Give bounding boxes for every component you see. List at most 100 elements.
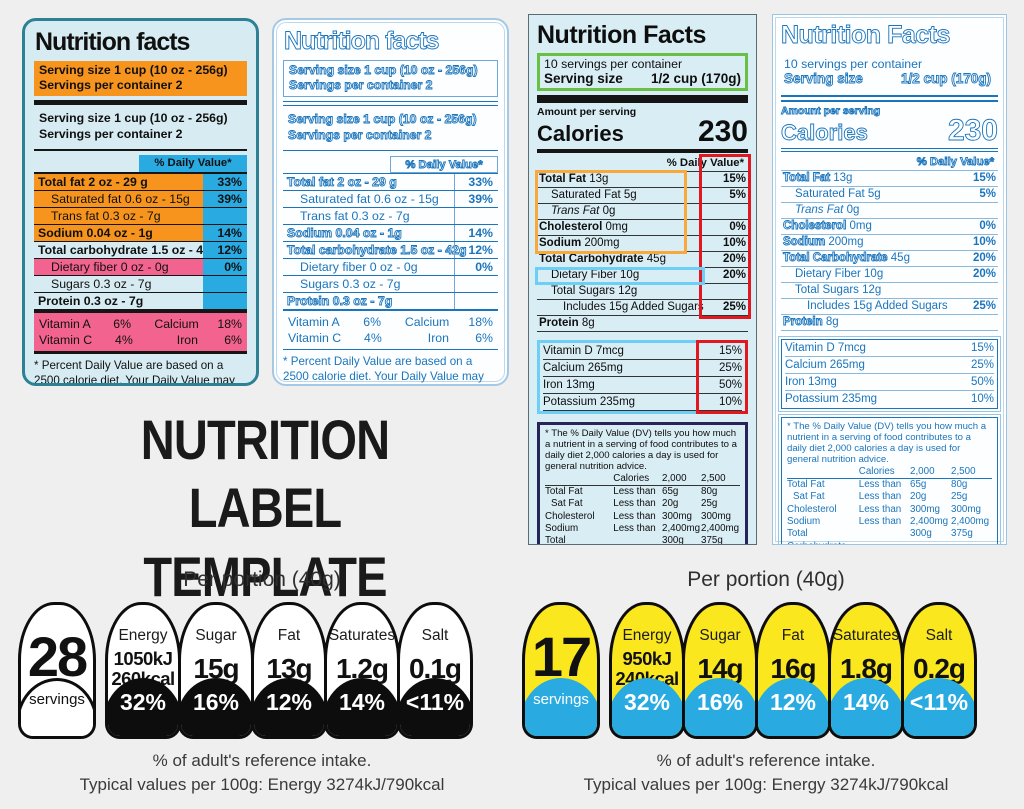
serving-box-highlight: Serving size 1 cup (10 oz - 256g) Servin… bbox=[283, 59, 498, 98]
table-row: Saturated fat 0.6 oz - 15g 39% bbox=[34, 191, 247, 209]
table-row: Vitamin D 7mcg 15% bbox=[543, 343, 742, 360]
daily-value-header-row: % Daily Value* bbox=[283, 156, 498, 174]
gda-strip-bw: Per portion (40g) 28 servings Energy 105… bbox=[18, 568, 506, 797]
vitamins-block: Vitamin A 6% Calcium 18% Vitamin C 4% Iron 6… bbox=[34, 310, 247, 355]
gda-title: Per portion (40g) bbox=[183, 568, 341, 591]
divider-bar bbox=[34, 100, 247, 106]
pct-lens: 14% bbox=[831, 678, 901, 736]
servings-lens: servings bbox=[21, 678, 93, 736]
table-row: Calcium 265mg 25% bbox=[543, 360, 742, 377]
table-row: Saturated Fat 5g 5% bbox=[781, 187, 998, 203]
table-row: Saturated Fat 5g 5% bbox=[537, 188, 748, 204]
table-row: Sat Fat Less than 20g 25g bbox=[551, 498, 718, 510]
table-row: Total Fat 13g 15% bbox=[781, 171, 998, 187]
amount-per-serving: Amount per serving bbox=[781, 105, 881, 118]
pct-lens: 14% bbox=[327, 678, 397, 736]
vitamin-row: Vitamin A 6% Calcium 18% bbox=[39, 317, 242, 332]
servings-per-container-line: Servings per container 2 bbox=[39, 78, 183, 93]
table-row: Trans Fat 0g bbox=[781, 203, 998, 219]
nutrition-label-fda-color: Nutrition Facts 10 servings per containe… bbox=[528, 14, 757, 545]
gda-pill-servings: 17 servings bbox=[522, 602, 600, 739]
table-row: Protein 0.3 oz - 7g bbox=[283, 293, 498, 311]
serving-info-box: 10 servings per container Serving size 1/… bbox=[784, 57, 992, 86]
calories-row: Calories 230 bbox=[781, 114, 999, 147]
table-row: Total Fat Less than 65g 80g bbox=[545, 486, 718, 498]
daily-value-header: % Daily Value* bbox=[781, 154, 998, 171]
footnote-box: * The % Daily Value (DV) tells you how m… bbox=[537, 421, 748, 545]
footnote: * Percent Daily Value are based on a 250… bbox=[283, 355, 484, 384]
nutrient-rows: Total fat 2 oz - 29 g 33% Saturated fat 0… bbox=[34, 172, 247, 311]
serving-box-highlight: Serving size 1 cup (10 oz - 256g) Servin… bbox=[34, 60, 247, 97]
heading-line-2: TEMPLATE bbox=[143, 544, 387, 608]
gda-pill-servings: 28 servings bbox=[18, 602, 96, 739]
table-row: Protein 8g bbox=[781, 315, 998, 331]
pct-lens: 16% bbox=[685, 678, 755, 736]
table-row: Trans Fat 0g bbox=[537, 204, 748, 220]
table-row: Vitamin D 7mcg 15% bbox=[785, 340, 994, 357]
gda-pill-energy: Energy 1050kJ260kcal 32% bbox=[105, 602, 181, 739]
pct-lens: 32% bbox=[108, 678, 178, 736]
gda-pill-saturates: Saturates 1.8g 14% bbox=[828, 602, 904, 739]
nutrient-rows: Total fat 2 oz - 29 g 33% Saturated fat 0… bbox=[283, 173, 498, 311]
pct-lens: <11% bbox=[904, 678, 974, 736]
divider-bar bbox=[537, 95, 748, 103]
serving-size-line: Serving size 1 cup (10 oz - 256g) bbox=[39, 62, 228, 77]
divider-bar bbox=[283, 150, 498, 152]
vitamins-block: Vitamin A 6% Calcium 18% Vitamin C 4% Iron 6… bbox=[283, 310, 498, 351]
table-row: Sodium 200mg 10% bbox=[537, 236, 748, 252]
pct-lens: 12% bbox=[758, 678, 828, 736]
table-row: Sodium 0.04 oz - 1g 14% bbox=[283, 225, 498, 243]
servings-per-container: 10 servings per container bbox=[544, 57, 683, 71]
table-row: Protein 8g bbox=[537, 316, 748, 332]
micronutrients-box: Vitamin D 7mcg 15% Calcium 265mg 25% Iron … bbox=[537, 339, 748, 414]
serving-size-row: Serving size 1/2 cup (170g) bbox=[544, 71, 741, 86]
vitamin-row: Vitamin C 4% Iron 6% bbox=[288, 331, 493, 346]
vitamin-row: Vitamin C 4% Iron 6% bbox=[39, 333, 242, 348]
daily-value-header-row: % Daily Value* bbox=[34, 155, 247, 173]
table-row: Total fat 2 oz - 29 g 33% bbox=[283, 174, 498, 192]
micronutrients-box: Vitamin D 7mcg 15% Calcium 265mg 25% Iron … bbox=[778, 335, 1001, 412]
table-row: Cholesterol 0mg 0% bbox=[781, 219, 998, 235]
table-row: Dietary fiber 0 oz - 0g 0% bbox=[283, 259, 498, 277]
label-title: Nutrition Facts bbox=[537, 21, 706, 49]
footnote-box: * The % Daily Value (DV) tells you how m… bbox=[778, 413, 1001, 544]
table-row: Total fat 2 oz - 29 g 33% bbox=[34, 174, 247, 192]
serving-info-box: 10 servings per container Serving size 1/… bbox=[537, 53, 748, 91]
table-row: Total Carbohydrate300g375g bbox=[787, 528, 973, 544]
nutrient-table: % Daily Value* Total Fat 13g 15% Saturate… bbox=[781, 154, 998, 331]
gda-pills: 28 servings Energy 1050kJ260kcal 32% Sug… bbox=[18, 602, 506, 739]
table-row: Sat Fat Less than 20g 25g bbox=[793, 491, 968, 503]
reference-table-header: Calories 2,000 2,500 bbox=[545, 473, 740, 487]
divider-bar bbox=[34, 149, 247, 152]
table-row: Total Carbohydrate300g375g bbox=[545, 535, 723, 545]
poster-heading: NUTRITION LABEL TEMPLATE bbox=[59, 406, 471, 611]
table-row: Protein 0.3 oz - 7g bbox=[34, 293, 247, 311]
table-row: Total Carbohydrate 45g 20% bbox=[537, 252, 748, 268]
divider-bar bbox=[537, 148, 748, 153]
table-row: Total carbohydrate 1.5 oz - 42g 12% bbox=[34, 242, 247, 260]
table-row: Iron 13mg 50% bbox=[785, 374, 994, 391]
table-row: Potassium 235mg 10% bbox=[543, 394, 742, 411]
table-row: Trans fat 0.3 oz - 7g bbox=[34, 208, 247, 226]
table-row: Sodium Less than 2,400mg 2,400mg bbox=[787, 515, 990, 527]
nutrient-table: % Daily Value* Total Fat 13g 15% Saturate… bbox=[535, 153, 751, 332]
footnote: * The % Daily Value (DV) tells you how m… bbox=[545, 427, 737, 473]
table-row: Dietary Fiber 10g 20% bbox=[537, 268, 748, 284]
table-row: Total carbohydrate 1.5 oz - 42g 12% bbox=[283, 242, 498, 260]
servings-count: 28 bbox=[27, 625, 88, 688]
table-row: Includes 15g Added Sugars 25% bbox=[781, 299, 998, 315]
amount-per-serving: Amount per serving bbox=[537, 106, 637, 118]
gda-pill-sugar: Sugar 14g 16% bbox=[682, 602, 758, 739]
table-row: Sodium Less than 2,400mg 2,400mg bbox=[545, 522, 740, 534]
divider-bar bbox=[781, 147, 998, 152]
table-row: Dietary Fiber 10g 20% bbox=[781, 267, 998, 283]
table-row: Trans fat 0.3 oz - 7g bbox=[283, 208, 498, 226]
table-row: Total Fat 13g 15% bbox=[537, 172, 748, 188]
nutrition-label-fda-outline: Nutrition Facts 10 servings per containe… bbox=[772, 14, 1007, 545]
vitamin-row: Vitamin A 6% Calcium 18% bbox=[288, 315, 493, 330]
gda-pill-energy: Energy 950kJ240kcal 32% bbox=[609, 602, 685, 739]
table-row: Cholesterol 0mg 0% bbox=[537, 220, 748, 236]
pct-lens: 16% bbox=[181, 678, 251, 736]
heading-line-1: NUTRITION LABEL bbox=[140, 408, 390, 540]
